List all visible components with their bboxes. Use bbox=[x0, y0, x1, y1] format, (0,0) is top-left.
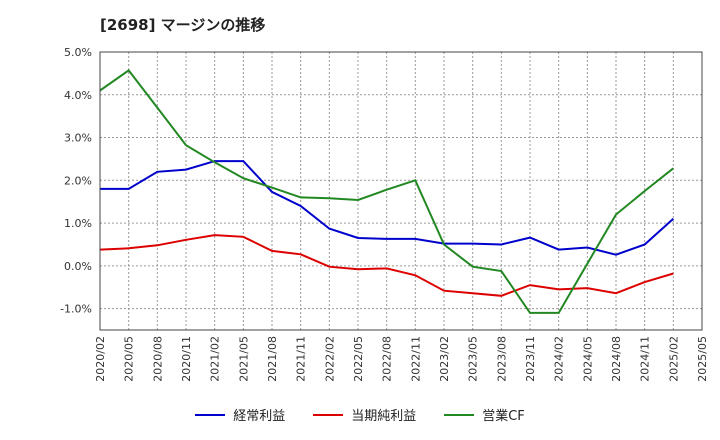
x-axis-ticks: 2020/02 2020/05 2020/08 2020/11 2021/02 2021/… bbox=[94, 336, 709, 382]
x-tick-label: 2021/05 bbox=[237, 336, 250, 382]
x-tick-label: 2020/02 bbox=[94, 336, 107, 382]
x-tick-label: 2021/02 bbox=[209, 336, 222, 382]
x-tick-label: 2025/02 bbox=[667, 336, 680, 382]
series-line-1 bbox=[99, 234, 674, 297]
y-tick-label: 4.0% bbox=[64, 89, 92, 102]
y-tick-label: 0.0% bbox=[64, 260, 92, 273]
x-tick-label: 2023/02 bbox=[438, 336, 451, 382]
legend-item-ordinary-profit: 経常利益 bbox=[195, 405, 285, 424]
x-tick-label: 2022/05 bbox=[352, 336, 365, 382]
y-tick-label: 3.0% bbox=[64, 132, 92, 145]
legend: 経常利益 当期純利益 営業CF bbox=[0, 405, 720, 424]
x-tick-label: 2022/08 bbox=[381, 336, 394, 382]
x-tick-label: 2021/08 bbox=[266, 336, 279, 382]
x-tick-label: 2021/11 bbox=[295, 336, 308, 382]
y-tick-label: 2.0% bbox=[64, 174, 92, 187]
chart-title: [2698] マージンの推移 bbox=[100, 16, 266, 34]
x-tick-label: 2020/08 bbox=[151, 336, 164, 382]
grid-lines bbox=[99, 51, 703, 330]
series-lines bbox=[99, 69, 674, 314]
y-tick-label: 5.0% bbox=[64, 46, 92, 59]
legend-label-net-profit: 当期純利益 bbox=[351, 409, 417, 424]
x-tick-label: 2022/11 bbox=[409, 336, 422, 382]
legend-swatch-operating-cf bbox=[444, 413, 475, 416]
y-axis-ticks: 5.0% 4.0% 3.0% 2.0% 1.0% 0.0% -1.0% bbox=[60, 46, 92, 316]
legend-swatch-net-profit bbox=[313, 413, 344, 416]
x-tick-label: 2023/08 bbox=[495, 336, 508, 382]
legend-swatch-ordinary-profit bbox=[195, 413, 226, 416]
series-line-0 bbox=[100, 160, 674, 256]
series-line-2 bbox=[99, 69, 674, 314]
x-tick-label: 2023/05 bbox=[467, 336, 480, 382]
y-tick-label: 1.0% bbox=[64, 217, 92, 230]
x-tick-label: 2020/05 bbox=[123, 336, 136, 382]
x-tick-label: 2025/05 bbox=[696, 336, 709, 382]
plot-frame bbox=[99, 51, 703, 331]
legend-item-net-profit: 当期純利益 bbox=[313, 405, 416, 424]
x-tick-label: 2024/11 bbox=[639, 336, 652, 382]
y-tick-label: -1.0% bbox=[60, 303, 92, 316]
x-tick-label: 2020/11 bbox=[180, 336, 193, 382]
legend-label-ordinary-profit: 経常利益 bbox=[233, 409, 286, 424]
legend-label-operating-cf: 営業CF bbox=[482, 409, 525, 424]
x-tick-label: 2024/05 bbox=[581, 336, 594, 382]
legend-item-operating-cf: 営業CF bbox=[444, 405, 525, 424]
x-tick-label: 2024/02 bbox=[553, 336, 566, 382]
x-tick-label: 2022/02 bbox=[323, 336, 336, 382]
x-tick-label: 2024/08 bbox=[610, 336, 623, 382]
x-tick-label: 2023/11 bbox=[524, 336, 537, 382]
